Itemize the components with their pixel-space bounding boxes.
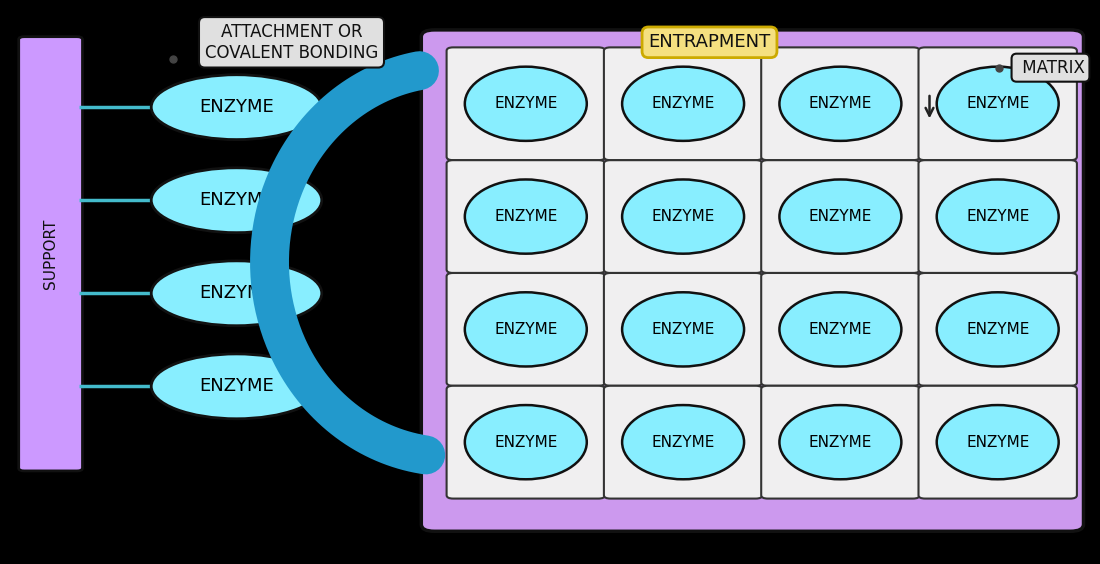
Text: ENZYME: ENZYME	[494, 322, 558, 337]
Text: ENZYME: ENZYME	[651, 96, 715, 111]
Ellipse shape	[465, 292, 586, 367]
Ellipse shape	[937, 405, 1058, 479]
Text: ENZYME: ENZYME	[808, 96, 872, 111]
Ellipse shape	[465, 67, 586, 141]
Text: ENZYME: ENZYME	[966, 209, 1030, 224]
Ellipse shape	[780, 292, 901, 367]
FancyBboxPatch shape	[918, 160, 1077, 273]
Ellipse shape	[465, 405, 586, 479]
FancyBboxPatch shape	[447, 273, 605, 386]
Text: ENZYME: ENZYME	[966, 435, 1030, 450]
FancyBboxPatch shape	[447, 386, 605, 499]
FancyBboxPatch shape	[421, 30, 1084, 531]
FancyBboxPatch shape	[604, 273, 762, 386]
Text: ENZYME: ENZYME	[808, 435, 872, 450]
Ellipse shape	[152, 74, 321, 139]
FancyBboxPatch shape	[761, 47, 920, 160]
FancyBboxPatch shape	[761, 386, 920, 499]
Text: ATTACHMENT OR
COVALENT BONDING: ATTACHMENT OR COVALENT BONDING	[205, 23, 378, 61]
FancyBboxPatch shape	[447, 47, 605, 160]
Ellipse shape	[465, 179, 586, 254]
Ellipse shape	[780, 67, 901, 141]
FancyBboxPatch shape	[918, 386, 1077, 499]
FancyBboxPatch shape	[604, 386, 762, 499]
Ellipse shape	[623, 67, 744, 141]
Ellipse shape	[623, 179, 744, 254]
Text: ENZYME: ENZYME	[199, 98, 274, 116]
Text: ENZYME: ENZYME	[199, 191, 274, 209]
FancyBboxPatch shape	[918, 47, 1077, 160]
Ellipse shape	[152, 168, 321, 232]
Ellipse shape	[623, 405, 744, 479]
Text: ENZYME: ENZYME	[651, 209, 715, 224]
Text: ENZYME: ENZYME	[494, 435, 558, 450]
Ellipse shape	[623, 292, 744, 367]
Text: ENZYME: ENZYME	[651, 435, 715, 450]
Text: ENZYME: ENZYME	[966, 96, 1030, 111]
Ellipse shape	[152, 261, 321, 326]
Text: ENZYME: ENZYME	[494, 96, 558, 111]
Text: ENTRAPMENT: ENTRAPMENT	[648, 33, 771, 51]
FancyBboxPatch shape	[604, 47, 762, 160]
Text: MATRIX: MATRIX	[1016, 59, 1085, 77]
Text: ENZYME: ENZYME	[199, 377, 274, 395]
Text: ENZYME: ENZYME	[808, 322, 872, 337]
FancyBboxPatch shape	[19, 37, 82, 471]
FancyBboxPatch shape	[761, 160, 920, 273]
FancyBboxPatch shape	[761, 273, 920, 386]
Text: ENZYME: ENZYME	[808, 209, 872, 224]
FancyBboxPatch shape	[604, 160, 762, 273]
Text: ENZYME: ENZYME	[494, 209, 558, 224]
Text: SUPPORT: SUPPORT	[43, 219, 58, 289]
FancyBboxPatch shape	[447, 160, 605, 273]
Ellipse shape	[937, 292, 1058, 367]
Text: ENZYME: ENZYME	[966, 322, 1030, 337]
Ellipse shape	[780, 405, 901, 479]
FancyBboxPatch shape	[918, 273, 1077, 386]
Ellipse shape	[937, 67, 1058, 141]
Text: ENZYME: ENZYME	[199, 284, 274, 302]
Ellipse shape	[152, 354, 321, 418]
Ellipse shape	[937, 179, 1058, 254]
Ellipse shape	[780, 179, 901, 254]
Text: ENZYME: ENZYME	[651, 322, 715, 337]
